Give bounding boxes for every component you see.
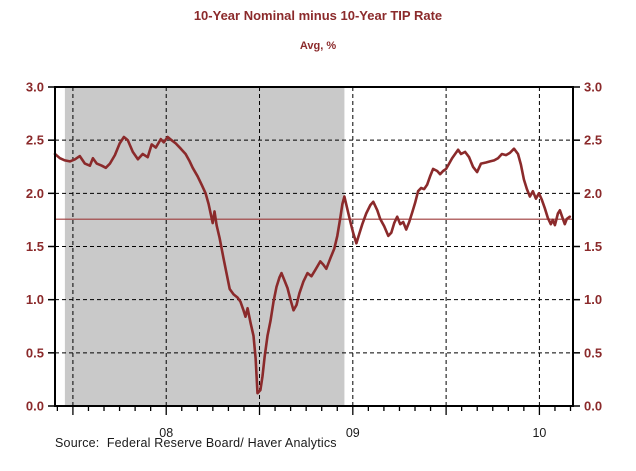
chart-title: 10-Year Nominal minus 10-Year TIP Rate bbox=[193, 8, 443, 23]
y-axis-label-left: 1.0 bbox=[26, 292, 44, 307]
y-axis-label-left: 2.5 bbox=[26, 133, 44, 148]
y-axis-label-right: 1.5 bbox=[584, 239, 602, 254]
x-axis-year-label: 09 bbox=[346, 426, 360, 440]
y-axis-label-left: 0.0 bbox=[26, 399, 44, 414]
series-line bbox=[53, 135, 572, 395]
y-axis-label-right: 1.0 bbox=[584, 292, 602, 307]
chart-subtitle: Avg, % bbox=[299, 40, 337, 52]
y-axis-label-left: 2.0 bbox=[26, 186, 44, 201]
y-axis-label-right: 3.0 bbox=[584, 80, 602, 95]
y-axis-label-right: 2.0 bbox=[584, 186, 602, 201]
x-axis-year-label: 08 bbox=[159, 426, 173, 440]
source-note: Source: Federal Reserve Board/ Haver Ana… bbox=[55, 436, 337, 450]
y-axis-label-left: 1.5 bbox=[26, 239, 44, 254]
y-axis-label-right: 0.0 bbox=[584, 399, 602, 414]
x-axis-year-label: 10 bbox=[532, 426, 546, 440]
y-axis-label-right: 2.5 bbox=[584, 133, 602, 148]
y-axis-label-left: 0.5 bbox=[26, 345, 44, 360]
y-axis-label-right: 0.5 bbox=[584, 345, 602, 360]
y-axis-label-left: 3.0 bbox=[26, 80, 44, 95]
